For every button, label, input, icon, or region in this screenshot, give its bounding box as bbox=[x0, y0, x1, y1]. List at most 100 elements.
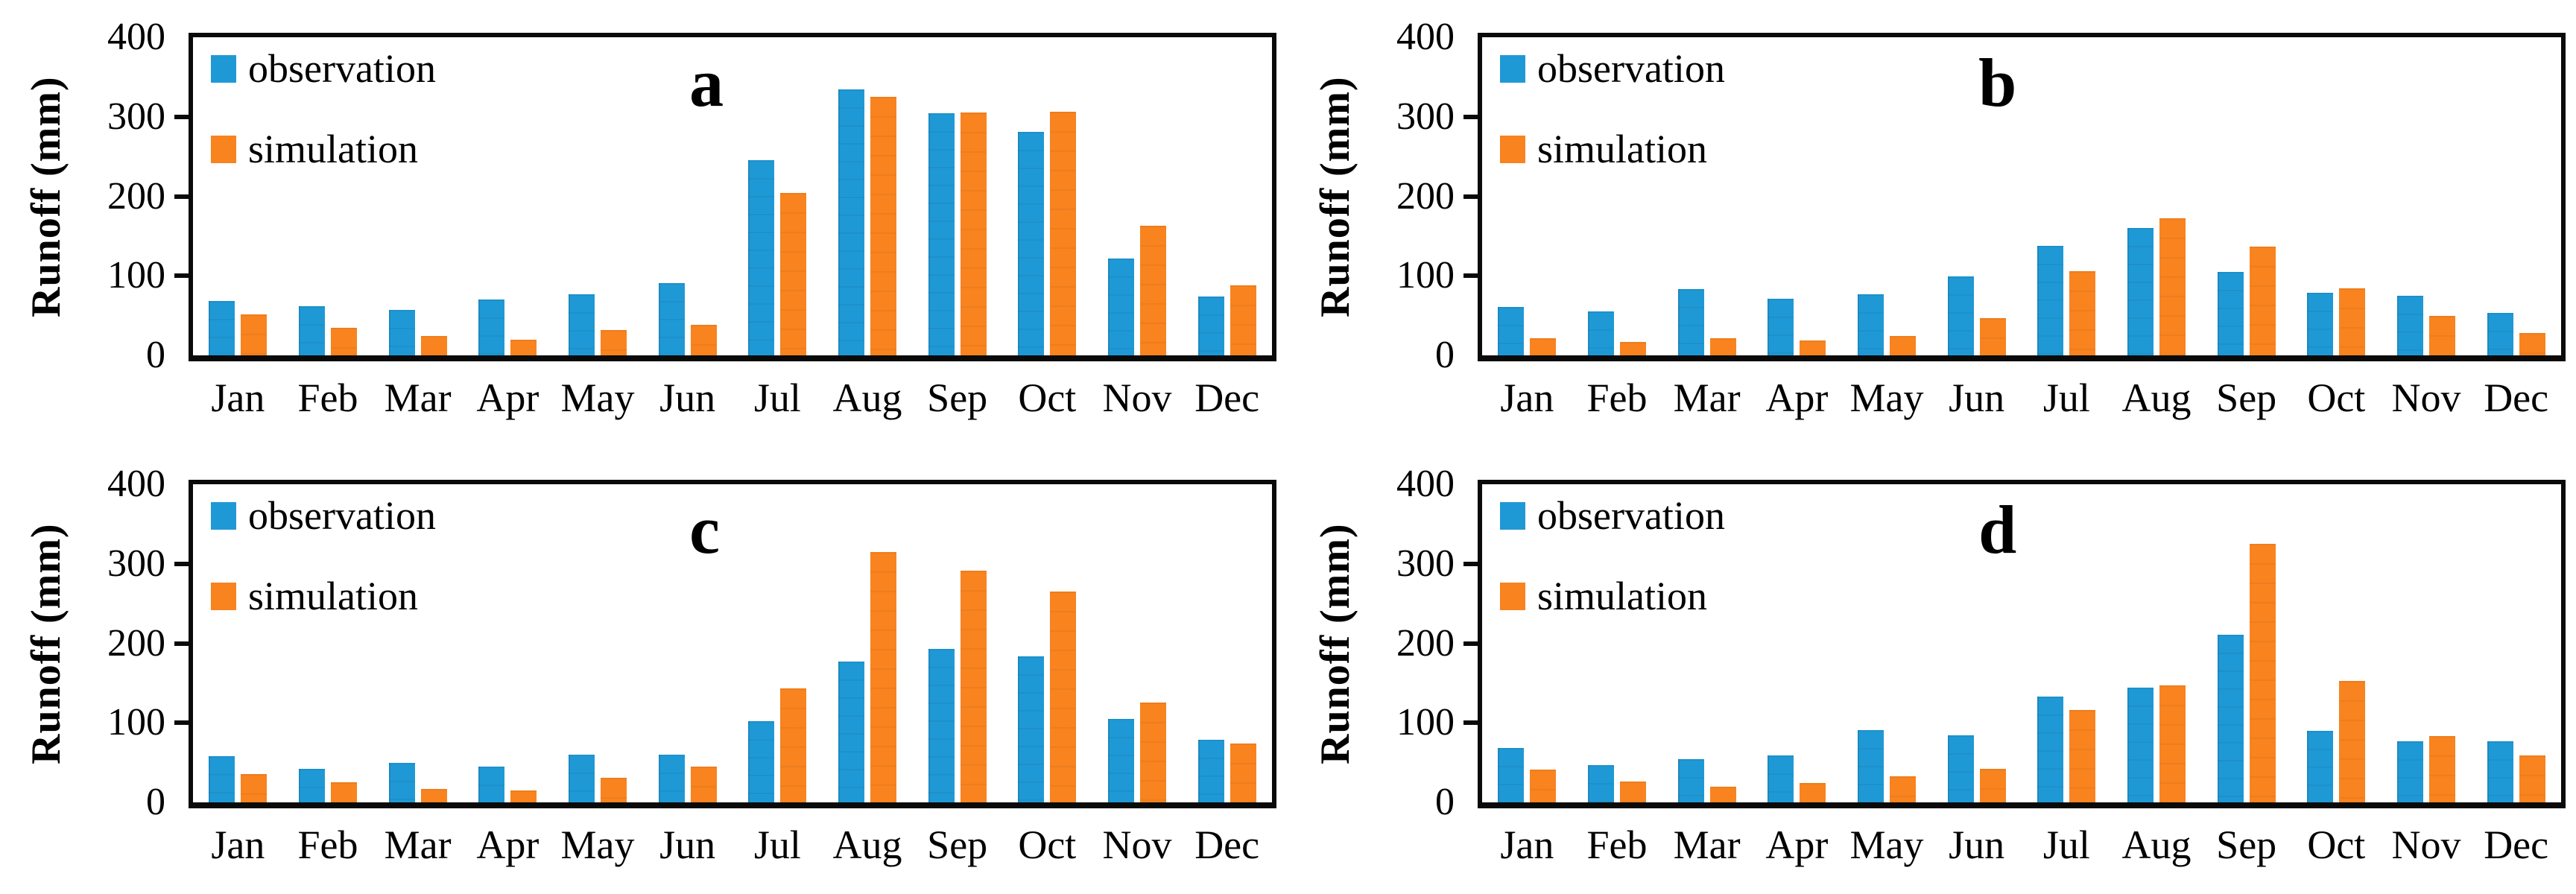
bars-d bbox=[1482, 484, 2561, 802]
x-tick-label-Jul: Jul bbox=[753, 822, 801, 867]
x-tick-label-Sep: Sep bbox=[927, 822, 988, 867]
y-tick-label-100: 100 bbox=[1396, 254, 1455, 297]
legend-row-observation: observation bbox=[211, 48, 436, 89]
x-tick-label-May: May bbox=[1849, 375, 1924, 420]
legend-row-simulation: simulation bbox=[211, 575, 436, 617]
bar-simulation-Feb bbox=[331, 327, 357, 355]
bar-observation-Dec bbox=[2487, 313, 2513, 355]
x-tick-label-May: May bbox=[560, 375, 635, 420]
bar-simulation-May bbox=[1890, 336, 1916, 355]
y-tick-label-200: 200 bbox=[1396, 621, 1455, 665]
bar-observation-Aug bbox=[2127, 688, 2153, 802]
bar-simulation-Apr bbox=[1800, 340, 1826, 355]
x-tick-label-Jan: Jan bbox=[1500, 822, 1554, 867]
legend-b: observation simulation bbox=[1500, 48, 1725, 170]
bar-simulation-Mar bbox=[1709, 786, 1736, 802]
panel-d: 0 100 200 300 400 Runoff (mm) observation sim… bbox=[1289, 447, 2576, 894]
bar-simulation-Jun bbox=[690, 766, 717, 802]
x-tick-label-Aug: Aug bbox=[2121, 822, 2192, 867]
bar-simulation-Aug bbox=[2159, 685, 2186, 802]
y-tick-mark-300 bbox=[1463, 561, 1478, 566]
y-tick-mark-300 bbox=[174, 114, 189, 119]
bar-simulation-Jun bbox=[1979, 769, 2006, 802]
legend-row-simulation: simulation bbox=[1500, 128, 1725, 170]
bar-simulation-Jun bbox=[1979, 317, 2006, 355]
x-tick-label-Dec: Dec bbox=[2484, 822, 2549, 867]
x-tick-label-Nov: Nov bbox=[1102, 375, 1172, 420]
x-tick-label-Jun: Jun bbox=[659, 822, 716, 867]
y-axis-c: 0 100 200 300 400 bbox=[0, 447, 189, 894]
bar-simulation-Aug bbox=[870, 97, 896, 355]
legend-row-observation: observation bbox=[1500, 495, 1725, 536]
y-tick-label-300: 300 bbox=[1396, 542, 1455, 585]
x-tick-label-Oct: Oct bbox=[2307, 375, 2366, 420]
bar-observation-Jan bbox=[1498, 748, 1525, 802]
bar-simulation-Jan bbox=[241, 314, 268, 355]
bar-simulation-Sep bbox=[2249, 544, 2276, 802]
bar-observation-Nov bbox=[2397, 741, 2423, 802]
x-tick-label-Nov: Nov bbox=[1102, 822, 1172, 867]
bar-observation-Nov bbox=[2397, 295, 2423, 355]
y-tick-mark-100 bbox=[1463, 273, 1478, 279]
panel-a: 0 100 200 300 400 Runoff (mm) observation sim… bbox=[0, 0, 1289, 447]
x-tick-label-Feb: Feb bbox=[297, 375, 358, 420]
bar-observation-Sep bbox=[928, 113, 955, 355]
bar-observation-May bbox=[1858, 294, 1884, 355]
bars-c bbox=[193, 484, 1272, 802]
x-tick-label-Apr: Apr bbox=[1765, 375, 1829, 420]
y-tick-label-400: 400 bbox=[107, 16, 165, 58]
y-tick-label-300: 300 bbox=[107, 95, 165, 138]
x-tick-label-Apr: Apr bbox=[476, 375, 539, 420]
y-tick-mark-200 bbox=[1463, 194, 1478, 199]
y-tick-mark-300 bbox=[1463, 114, 1478, 119]
bar-observation-Feb bbox=[1588, 311, 1614, 355]
x-tick-label-Sep: Sep bbox=[2216, 822, 2277, 867]
legend-label-observation: observation bbox=[1537, 493, 1725, 538]
panel-letter-a: a bbox=[689, 45, 724, 121]
bar-simulation-May bbox=[601, 329, 627, 355]
y-axis-d: 0 100 200 300 400 bbox=[1289, 447, 1478, 894]
bar-observation-Dec bbox=[1197, 297, 1224, 355]
bar-simulation-Dec bbox=[1230, 285, 1256, 355]
plot-area-c: observation simulation c bbox=[189, 480, 1276, 808]
bar-simulation-Jul bbox=[780, 193, 807, 355]
y-tick-mark-200 bbox=[174, 641, 189, 646]
bar-observation-Jul bbox=[2037, 697, 2064, 802]
bar-simulation-Jan bbox=[1530, 770, 1557, 802]
panel-letter-d: d bbox=[1978, 492, 2017, 568]
x-tick-label-Nov: Nov bbox=[2391, 375, 2461, 420]
x-tick-label-Dec: Dec bbox=[2484, 375, 2549, 420]
legend-label-simulation: simulation bbox=[1537, 574, 1707, 618]
bar-simulation-Oct bbox=[2339, 288, 2366, 355]
y-axis-title: Runoff (mm) bbox=[23, 523, 69, 765]
bar-observation-Dec bbox=[1197, 739, 1224, 802]
bar-observation-Feb bbox=[299, 769, 325, 802]
y-tick-label-400: 400 bbox=[107, 463, 165, 505]
y-axis-title: Runoff (mm) bbox=[1312, 76, 1358, 318]
x-tick-label-Jan: Jan bbox=[1500, 375, 1554, 420]
bar-observation-Aug bbox=[838, 662, 864, 802]
x-tick-label-Feb: Feb bbox=[297, 822, 358, 867]
bar-observation-Mar bbox=[388, 310, 415, 355]
x-tick-label-Feb: Feb bbox=[1586, 822, 1648, 867]
bar-observation-May bbox=[1858, 729, 1884, 802]
x-tick-label-May: May bbox=[1849, 822, 1924, 867]
bar-simulation-Nov bbox=[2429, 736, 2455, 802]
x-tick-label-May: May bbox=[560, 822, 635, 867]
x-tick-label-Apr: Apr bbox=[1765, 822, 1829, 867]
bar-observation-Feb bbox=[299, 305, 325, 355]
bar-observation-Oct bbox=[1018, 132, 1045, 355]
bar-simulation-Jul bbox=[2069, 270, 2096, 355]
bar-observation-Jul bbox=[748, 721, 775, 802]
bar-simulation-Dec bbox=[2519, 755, 2545, 802]
bar-simulation-Jan bbox=[1530, 337, 1557, 355]
y-tick-label-100: 100 bbox=[107, 701, 165, 744]
legend-label-observation: observation bbox=[248, 493, 436, 538]
panel-b: 0 100 200 300 400 Runoff (mm) observation sim… bbox=[1289, 0, 2576, 447]
x-tick-label-Jun: Jun bbox=[1949, 375, 2005, 420]
bar-simulation-Jul bbox=[780, 688, 807, 802]
y-tick-label-0: 0 bbox=[1435, 334, 1455, 376]
bar-observation-Jun bbox=[1947, 735, 1974, 802]
y-axis-b: 0 100 200 300 400 bbox=[1289, 0, 1478, 447]
x-tick-label-Aug: Aug bbox=[2121, 375, 2192, 420]
